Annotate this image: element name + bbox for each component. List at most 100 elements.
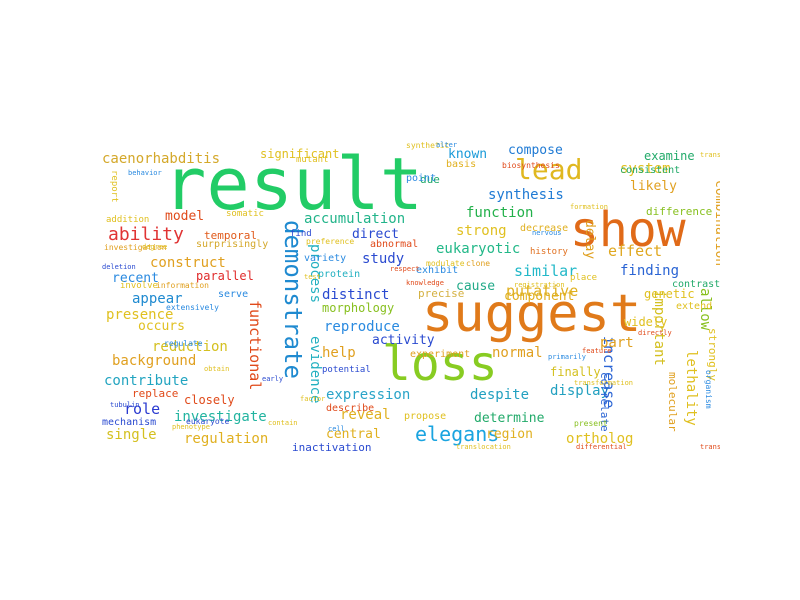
word: eukaryotic [436,241,521,257]
word: modulate [426,259,465,268]
word: inactivation [292,441,372,454]
word: reproduce [324,319,400,335]
word: extend [676,301,713,312]
word: help [322,345,356,361]
word: addition [106,215,150,225]
word: background [112,353,197,369]
word: temporal [204,229,257,242]
word: distinct [322,287,390,303]
word: factor [300,395,326,403]
word: alter [436,141,458,149]
word: lethality [683,350,699,426]
word: information [156,281,209,290]
word: registration [514,281,565,289]
word: molecular [666,372,679,432]
word: test [304,273,321,281]
word: biosynthesis [502,161,560,170]
word: synthesis [488,187,564,203]
word: decrease [520,223,569,234]
word: contrast [672,279,720,290]
word: demonstrate [279,220,307,379]
word: occurs [138,319,185,334]
word: closely [184,393,235,407]
word: presence [106,307,174,323]
word: determine [474,411,545,426]
word: find [290,229,312,239]
word: transformation [574,379,634,387]
word: effect [608,242,663,260]
word: propose [404,411,447,422]
word: examine [644,149,695,163]
word: variety [304,253,347,264]
word: directly [638,329,672,337]
word: lead [515,153,583,186]
word: cause [456,279,496,294]
word: potential [322,365,371,375]
word: knowledge [406,279,444,287]
word: degree [142,243,168,251]
word: protein [318,269,361,280]
word: central [326,427,381,442]
word: similar [514,262,578,280]
word: putative [506,282,579,300]
word: behavior [128,169,162,177]
word: finally [550,365,601,379]
word: genetic [644,287,695,301]
word: mechanism [102,417,157,428]
word: serve [218,289,249,300]
word: transgenic [700,151,720,159]
word: reduction [152,339,228,355]
word: involve [120,281,158,291]
word: known [448,147,488,162]
word: precise [418,287,465,300]
word: report [109,170,119,203]
word: somatic [226,209,264,219]
word: primarily [548,353,586,361]
word: deletion [102,263,136,271]
word: normal [492,345,543,361]
word: widely [624,315,668,329]
word: show [570,202,686,258]
word: display [550,383,610,399]
word: expression [326,387,411,403]
word: differential [576,443,627,451]
word: synthetic [406,141,450,150]
word: activity [372,333,435,348]
word: obtain [204,365,230,373]
word: compose [508,143,563,158]
word: despite [470,387,530,403]
word: delay [582,220,597,260]
word: clone [466,259,491,268]
word: eukaryote [186,417,230,426]
word: construct [150,255,226,271]
word: regulation [184,431,269,447]
word: system [620,161,671,177]
word: due [420,173,440,186]
word-cloud: result suggest show loss lead demonstrat… [100,140,720,460]
word: investigate [174,409,267,425]
word: result [163,142,424,226]
word: significant [260,147,340,161]
word: morphology [322,301,395,315]
word: evidence [307,336,323,404]
word: ability [108,224,184,245]
word: tubulin [110,401,140,409]
word: early [262,375,284,383]
word: respect [390,265,420,273]
word: present [574,419,608,428]
word: finding [620,263,680,279]
word: direct [352,227,399,242]
word: strong [456,223,507,239]
word: region [486,427,533,442]
word: transcriptional [700,443,720,451]
word: model [165,209,205,224]
word: point [406,173,437,184]
word: role [124,400,161,418]
word: organism [704,370,713,409]
word: surprisingly [196,239,269,250]
word: functional [246,300,264,391]
word: combination [712,180,720,267]
word: accumulation [304,211,406,227]
word: consistent [620,165,681,176]
word: phenotype [172,423,210,431]
